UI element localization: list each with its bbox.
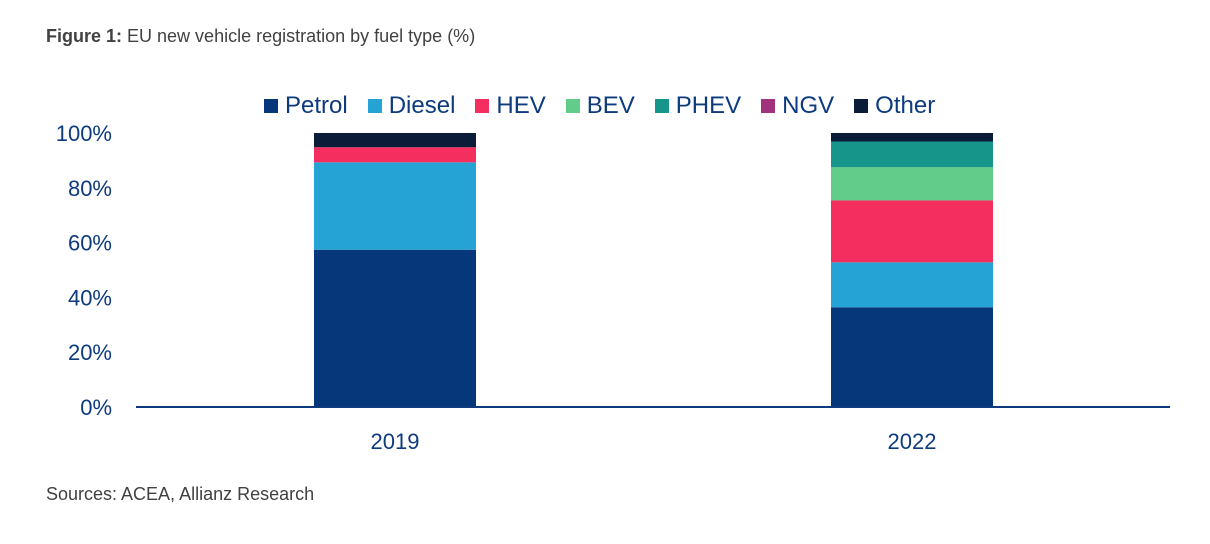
y-tick-label: 20% <box>68 340 112 365</box>
legend-label: PHEV <box>675 92 742 119</box>
y-tick-label: 40% <box>68 285 112 310</box>
bar-segment-bev-2022 <box>831 167 993 201</box>
bar-segment-diesel-2019 <box>314 162 476 250</box>
bar-segment-diesel-2022 <box>831 262 993 308</box>
figure-title: Figure 1: EU new vehicle registration by… <box>46 26 475 47</box>
bar-segment-other-2019 <box>314 133 476 148</box>
legend-swatch-bev <box>565 99 580 113</box>
source-note: Sources: ACEA, Allianz Research <box>46 484 315 504</box>
y-tick-label: 0% <box>80 395 112 420</box>
figure-title-text: EU new vehicle registration by fuel type… <box>127 26 476 46</box>
chart-legend: Petrol Diesel HEV BEV PHEV NGV Other <box>264 92 935 120</box>
legend-label: Other <box>875 92 936 119</box>
legend-swatch-phev <box>654 99 669 113</box>
legend-item-diesel: Diesel <box>367 92 456 120</box>
legend-item-hev: HEV <box>475 92 546 120</box>
legend-swatch-petrol <box>264 99 278 113</box>
bar-segment-petrol-2022 <box>831 307 993 407</box>
legend-label: Diesel <box>388 92 456 119</box>
legend-swatch-other <box>854 99 869 113</box>
legend-label: BEV <box>586 92 635 119</box>
legend-item-other: Other <box>854 92 935 120</box>
y-tick-label: 100% <box>56 121 112 146</box>
legend-swatch-ngv <box>761 99 776 113</box>
legend-item-petrol: Petrol <box>264 92 348 120</box>
legend-item-bev: BEV <box>565 92 635 120</box>
legend-label: HEV <box>496 92 546 119</box>
y-tick-label: 80% <box>68 176 112 201</box>
legend-swatch-diesel <box>367 99 382 113</box>
bar-segment-hev-2022 <box>831 200 993 263</box>
bar-segment-other-2022 <box>831 133 993 142</box>
legend-label: Petrol <box>285 92 348 119</box>
x-tick-label: 2022 <box>888 429 937 454</box>
legend-label: NGV <box>782 92 835 119</box>
figure-number: Figure 1: <box>46 26 123 46</box>
legend-item-phev: PHEV <box>654 92 742 120</box>
bar-segment-phev-2022 <box>831 141 993 168</box>
x-tick-label: 2019 <box>371 429 420 454</box>
legend-swatch-hev <box>475 99 490 113</box>
bar-segment-petrol-2019 <box>314 249 476 407</box>
y-tick-label: 60% <box>68 231 112 256</box>
bar-segment-hev-2019 <box>314 147 476 163</box>
legend-item-ngv: NGV <box>761 92 834 120</box>
